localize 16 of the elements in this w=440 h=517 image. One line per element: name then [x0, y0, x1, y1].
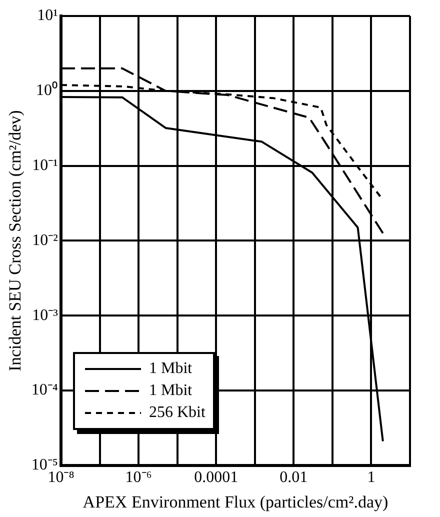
x-axis-title: APEX Environment Flux (particles/cm².day) — [82, 492, 388, 512]
legend-label: 1 Mbit — [148, 382, 192, 400]
legend-label: 1 Mbit — [148, 360, 192, 378]
y-axis-title: Incident SEU Cross Section (cm²/dev) — [6, 110, 25, 372]
x-tick-label: 1 — [367, 469, 376, 486]
x-tick-label: 0.0001 — [194, 469, 238, 486]
y-tick-label: 10⁻² — [32, 232, 58, 249]
x-tick-label: 10⁻⁶ — [125, 469, 152, 486]
x-tick-label: 0.01 — [280, 469, 308, 486]
y-tick-label: 10⁻⁴ — [31, 382, 58, 399]
y-tick-label: 10⁻³ — [32, 306, 58, 324]
y-tick-label: 10⁻¹ — [32, 157, 58, 174]
y-tick-label: 10¹ — [37, 7, 58, 24]
x-tick-label: 10⁻⁸ — [48, 469, 74, 486]
legend-label: 256 Kbit — [148, 404, 206, 422]
y-tick-label: 10⁰ — [36, 81, 58, 100]
